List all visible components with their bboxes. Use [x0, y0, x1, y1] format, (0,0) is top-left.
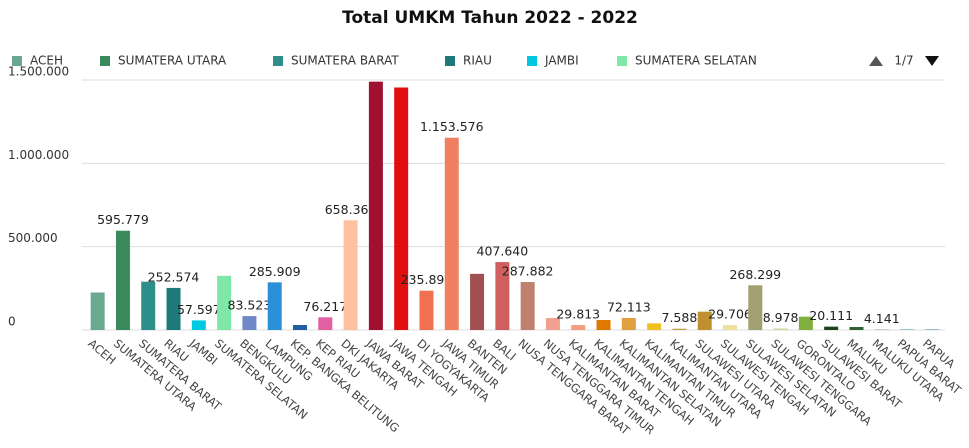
chart-title: Total UMKM Tahun 2022 - 2022: [342, 8, 638, 28]
bar: [394, 87, 409, 330]
bar: [824, 326, 839, 330]
data-label: 72.113: [607, 299, 651, 314]
data-label: 83.523: [228, 298, 272, 313]
y-tick-label: 1.500.000: [8, 65, 69, 79]
bar: [343, 220, 358, 330]
data-label: 268.299: [729, 267, 781, 282]
data-label: 29.813: [556, 307, 600, 322]
bar: [141, 281, 156, 330]
legend-swatch: [12, 56, 22, 66]
bar: [748, 285, 763, 330]
bar: [925, 329, 940, 330]
data-label: 20.111: [809, 308, 853, 323]
data-label: 285.909: [249, 264, 301, 279]
bar: [90, 292, 105, 330]
legend-label: SUMATERA UTARA: [118, 54, 227, 68]
bar: [723, 325, 737, 330]
legend-swatch: [273, 56, 283, 66]
data-label: 4.141: [864, 311, 900, 326]
legend-label: RIAU: [463, 54, 492, 68]
data-label: 76.217: [303, 299, 347, 314]
bar: [520, 282, 535, 330]
legend-swatch: [527, 56, 537, 66]
legend-label: JAMBI: [544, 54, 579, 68]
data-label: 8.978: [763, 310, 799, 325]
bar: [217, 275, 232, 330]
bar: [368, 81, 383, 331]
data-label: 29.706: [708, 307, 752, 322]
bar: [672, 328, 687, 330]
legend-label: SUMATERA BARAT: [291, 54, 399, 68]
data-label: 407.640: [477, 244, 529, 259]
bar: [849, 327, 864, 330]
bar: [621, 317, 636, 330]
bar: [470, 273, 485, 330]
legend-swatch: [617, 56, 627, 66]
bar: [545, 318, 560, 330]
bar: [697, 311, 712, 330]
data-label: 658.365: [325, 202, 377, 217]
data-label: 595.779: [97, 212, 149, 227]
bar: [647, 323, 662, 330]
pager-down[interactable]: [925, 56, 939, 66]
bar: [900, 329, 915, 330]
data-label: 1.153.576: [420, 119, 484, 134]
data-label: 252.574: [148, 269, 200, 284]
bar: [115, 230, 130, 330]
bar: [798, 316, 813, 330]
data-label: 287.882: [502, 264, 554, 279]
bar: [267, 282, 282, 330]
bar: [773, 328, 788, 330]
bar: [318, 317, 333, 330]
bar: [166, 287, 181, 330]
data-label: 7.588: [662, 310, 698, 325]
bar: [571, 325, 586, 330]
legend-label: SUMATERA SELATAN: [635, 54, 757, 68]
pager-text: 1/7: [894, 54, 913, 68]
bar: [242, 316, 257, 330]
y-tick-label: 0: [8, 315, 16, 329]
bar: [495, 262, 510, 330]
pager-up[interactable]: [869, 56, 883, 66]
bar: [293, 325, 307, 330]
data-label: 235.899: [401, 272, 453, 287]
bar: [419, 290, 434, 330]
y-tick-label: 1.000.000: [8, 148, 69, 162]
y-tick-label: 500.000: [8, 231, 58, 245]
bar: [444, 137, 459, 330]
legend-swatch: [100, 56, 110, 66]
bar: [596, 320, 611, 330]
legend-label: ACEH: [30, 54, 63, 68]
bar: [191, 320, 206, 330]
bar: [874, 329, 889, 330]
legend-swatch: [445, 56, 455, 66]
data-label: 57.597: [177, 302, 221, 317]
